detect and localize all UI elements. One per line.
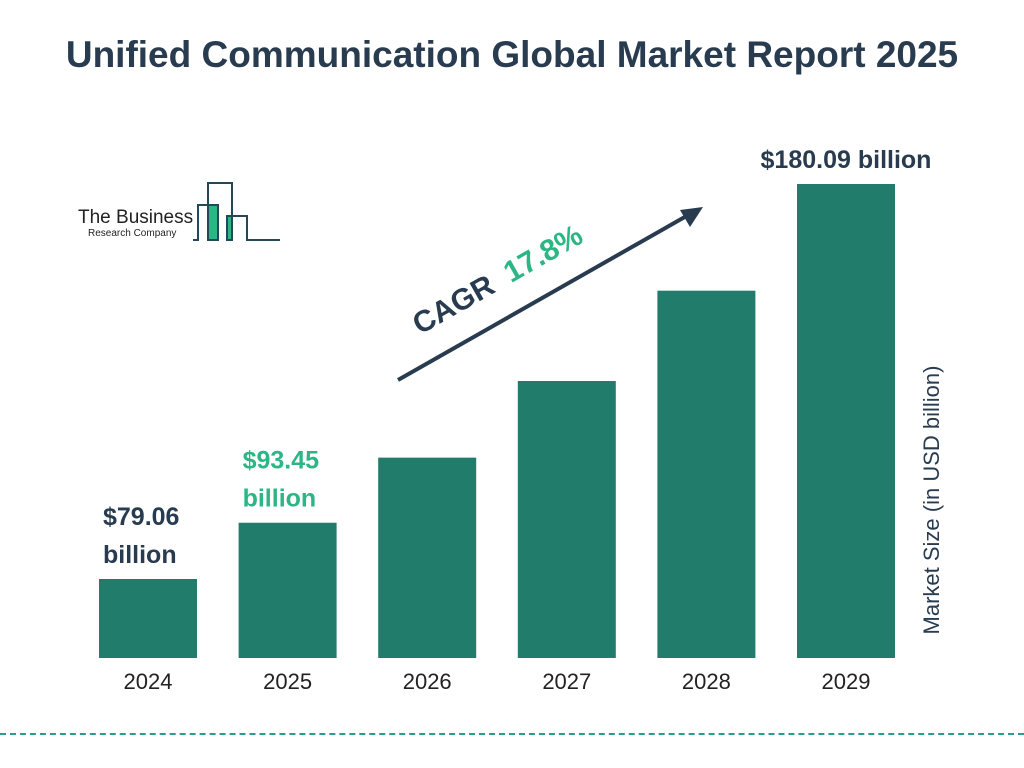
bar-2027 — [517, 381, 616, 658]
x-tick-label: 2029 — [822, 669, 871, 694]
data-label: billion — [103, 541, 177, 569]
x-tick-label: 2028 — [682, 669, 731, 694]
arrow-head-icon — [680, 207, 703, 227]
data-label: $180.09 billion — [761, 146, 932, 174]
cagr-annotation: CAGR 17.8% — [397, 207, 703, 382]
x-tick-label: 2026 — [403, 669, 452, 694]
logo: The Business Research Company — [78, 182, 280, 241]
data-label: billion — [243, 485, 317, 513]
bar-2024 — [99, 579, 197, 658]
x-tick-label: 2025 — [263, 669, 312, 694]
data-label: $93.45 — [243, 447, 320, 475]
x-tick-label: 2024 — [124, 669, 173, 694]
y-axis-label: Market Size (in USD billion) — [919, 365, 944, 635]
x-tick-label: 2027 — [542, 669, 591, 694]
bar-2029 — [797, 184, 895, 658]
bar-2028 — [657, 290, 756, 658]
chart-title: Unified Communication Global Market Repo… — [65, 34, 959, 75]
logo-line1: The Business — [78, 207, 193, 228]
bar-2026 — [378, 457, 477, 658]
bar-2025 — [238, 522, 337, 658]
data-label: $79.06 — [103, 503, 179, 531]
logo-line2: Research Company — [88, 228, 176, 239]
divider — [0, 733, 1024, 735]
